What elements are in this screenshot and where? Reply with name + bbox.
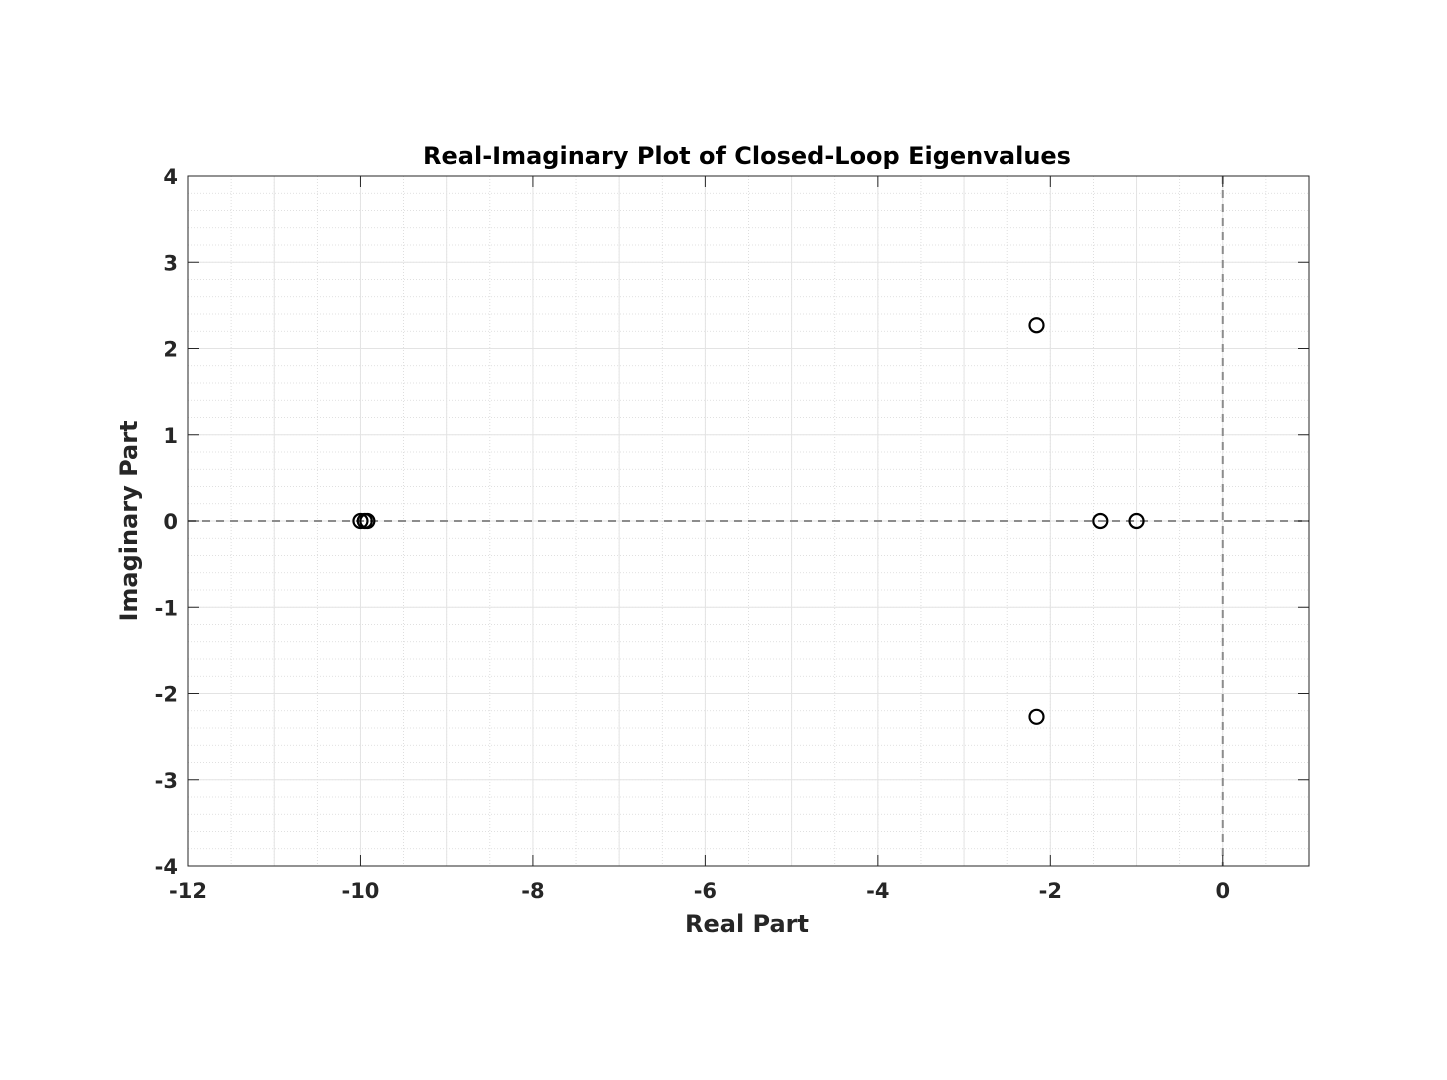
y-tick-label: -3 (155, 769, 178, 793)
y-tick-label: 0 (163, 510, 178, 534)
eigenvalue-point (352, 512, 369, 530)
y-tick-labels: -4 -3 -2 -1 0 1 2 3 4 (155, 165, 178, 879)
y-tick-label: -4 (155, 855, 178, 879)
data-points (352, 317, 1145, 725)
x-tick-label: -10 (341, 879, 379, 903)
eigenvalue-point (1028, 708, 1045, 725)
x-axis-title: Real Part (685, 910, 809, 938)
eigenvalue-point (1092, 512, 1109, 530)
x-tick-label: -6 (694, 879, 717, 903)
y-axis-title: Imaginary Part (115, 420, 143, 621)
y-tick-label: 3 (163, 251, 178, 275)
y-tick-label: 4 (163, 165, 178, 189)
eigenvalue-point (1028, 317, 1045, 334)
axis-ticks (187, 175, 1309, 867)
y-tick-label: 2 (163, 338, 178, 362)
x-tick-label: -4 (866, 879, 889, 903)
eigenvalue-point (1128, 512, 1145, 530)
y-tick-label: 1 (163, 424, 178, 448)
x-tick-label: -12 (169, 879, 207, 903)
x-tick-labels: -12 -10 -8 -6 -4 -2 0 (169, 879, 1230, 903)
x-tick-label: 0 (1215, 879, 1230, 903)
chart-title: Real-Imaginary Plot of Closed-Loop Eigen… (423, 142, 1071, 170)
eigenvalue-point (359, 512, 376, 530)
x-tick-label: -2 (1039, 879, 1062, 903)
x-tick-label: -8 (521, 879, 544, 903)
y-tick-label: -2 (155, 683, 178, 707)
y-tick-label: -1 (155, 596, 178, 620)
